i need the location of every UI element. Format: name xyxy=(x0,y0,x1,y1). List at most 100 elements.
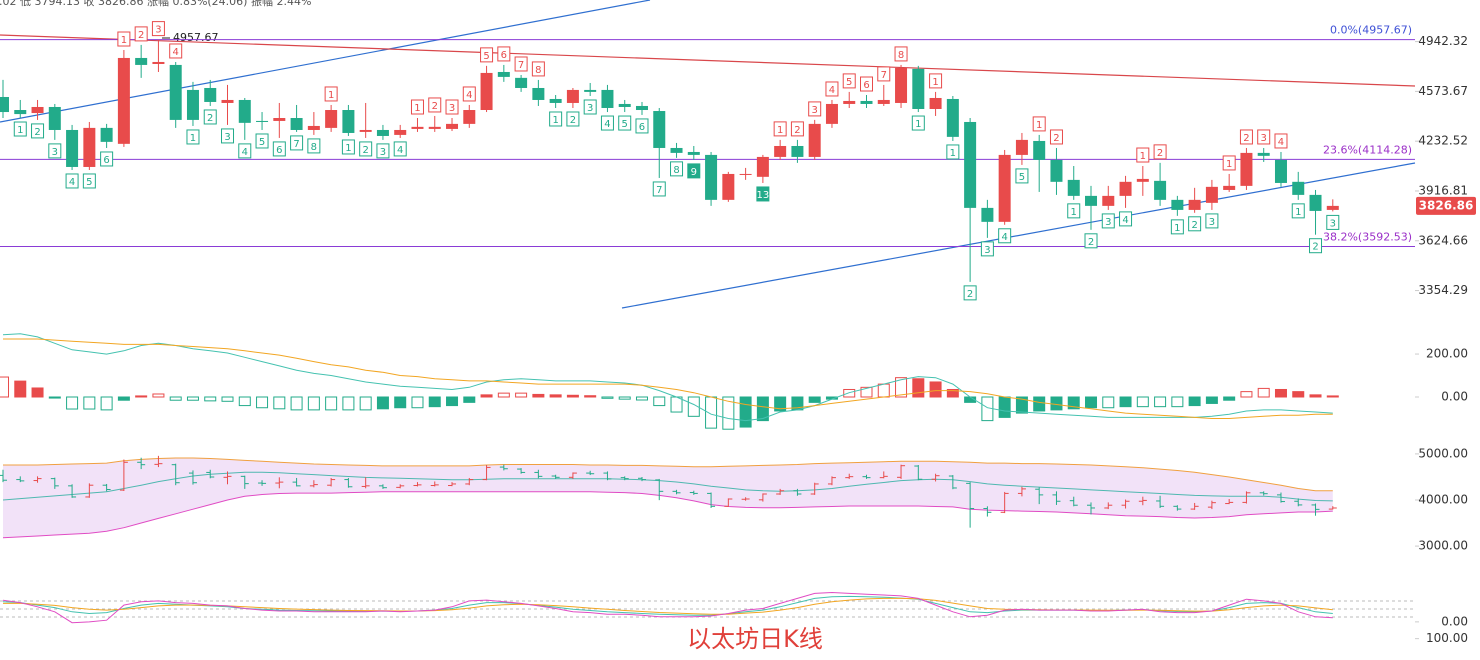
candle-body xyxy=(1085,195,1098,206)
candle-body xyxy=(566,89,579,103)
td-count: 4 xyxy=(604,119,610,130)
macd-bar xyxy=(186,396,199,401)
macd-bar xyxy=(739,396,752,428)
macd-bar xyxy=(1274,388,1287,398)
td-count: 1 xyxy=(17,125,23,136)
td-box xyxy=(877,66,891,82)
y-tick-label: 0.00 xyxy=(1441,614,1468,628)
macd-bar xyxy=(1015,396,1028,414)
td-count: 3 xyxy=(380,147,386,158)
macd-bar xyxy=(601,396,614,399)
candle-body xyxy=(929,97,942,109)
macd-bar xyxy=(1102,396,1115,409)
td-count: 4 xyxy=(829,85,835,96)
macd-bar xyxy=(722,396,735,430)
td-count: 2 xyxy=(34,127,40,138)
macd-bar xyxy=(152,393,165,398)
td-box xyxy=(549,111,563,127)
td-count: 1 xyxy=(345,143,351,154)
td-count: 1 xyxy=(190,133,196,144)
td-count: 3 xyxy=(449,103,455,114)
td-box xyxy=(1239,129,1253,145)
td-count: 1 xyxy=(121,35,127,46)
td-count: 1 xyxy=(1140,151,1146,162)
candle-body xyxy=(325,110,338,128)
td-count: 4 xyxy=(1001,232,1007,243)
td-box xyxy=(1101,213,1115,229)
y-tick-label: 4232.52 xyxy=(1418,134,1468,148)
macd-bar xyxy=(100,396,113,411)
td-box xyxy=(687,163,701,179)
td-box xyxy=(480,47,494,63)
td-count: 3 xyxy=(52,147,58,158)
y-tick-label: 3354.29 xyxy=(1418,283,1468,297)
candle-body xyxy=(359,129,372,132)
macd-bar xyxy=(1205,396,1218,404)
macd-bar xyxy=(998,396,1011,418)
td-box xyxy=(359,141,373,157)
candle-body xyxy=(618,103,631,107)
candle-body xyxy=(549,98,562,103)
td-count: 4 xyxy=(1278,137,1284,148)
macd-bar xyxy=(843,388,856,398)
fib-label: 23.6%(4114.28) xyxy=(1323,143,1412,156)
td-box xyxy=(808,101,822,117)
candle-body xyxy=(653,111,666,148)
macd-bar xyxy=(1050,396,1063,411)
macd-bar xyxy=(895,377,908,398)
macd-bar xyxy=(635,396,648,401)
td-box xyxy=(894,46,908,62)
macd-bar xyxy=(169,396,182,401)
candle-body xyxy=(480,72,493,111)
trend-line xyxy=(621,162,1416,309)
candle-body xyxy=(411,126,424,129)
td-count: 1 xyxy=(328,90,334,101)
td-count: 3 xyxy=(812,105,818,116)
fib-label: 0.0%(4957.67) xyxy=(1330,24,1412,37)
macd-bar xyxy=(66,396,79,410)
candle-body xyxy=(584,89,597,92)
td-count: 2 xyxy=(1053,133,1059,144)
candle-body xyxy=(808,123,821,157)
td-count: 4 xyxy=(69,177,75,188)
candle-body xyxy=(1136,178,1149,182)
macd-bar xyxy=(1085,396,1098,409)
candle-body xyxy=(515,77,528,88)
td-box xyxy=(462,86,476,102)
macd-bar xyxy=(1240,391,1253,398)
candle-body xyxy=(428,126,441,129)
macd-bar xyxy=(256,396,269,409)
macd-bar xyxy=(411,396,424,409)
macd-bar xyxy=(1223,396,1236,401)
candle-body xyxy=(825,103,838,124)
macd-bar xyxy=(117,396,130,401)
candle-body xyxy=(687,151,700,155)
td-box xyxy=(825,81,839,97)
td-count: 1 xyxy=(915,119,921,130)
macd-bar xyxy=(532,393,545,398)
candle-body xyxy=(981,207,994,222)
td-count: 8 xyxy=(673,165,679,176)
td-box xyxy=(307,138,321,154)
td-count: 5 xyxy=(86,177,92,188)
candle-body xyxy=(307,125,320,130)
candle-body xyxy=(1050,159,1063,182)
td-box xyxy=(963,285,977,301)
td-box xyxy=(756,186,770,202)
macd-bar xyxy=(290,396,303,411)
macd-bar xyxy=(0,376,9,398)
td-box xyxy=(1170,219,1184,235)
macd-bar xyxy=(307,396,320,411)
td-box xyxy=(186,129,200,145)
td-count: 3 xyxy=(1261,133,1267,144)
td-count: 4 xyxy=(397,145,403,156)
macd-bar xyxy=(325,396,338,411)
td-box xyxy=(169,43,183,59)
y-tick-label: 4942.32 xyxy=(1418,34,1468,48)
td-box xyxy=(221,128,235,144)
td-count: 2 xyxy=(1191,220,1197,231)
candle-body xyxy=(204,87,217,102)
macd-bar xyxy=(1171,396,1184,408)
macd-bar xyxy=(497,392,510,398)
macd-bar xyxy=(446,396,459,407)
